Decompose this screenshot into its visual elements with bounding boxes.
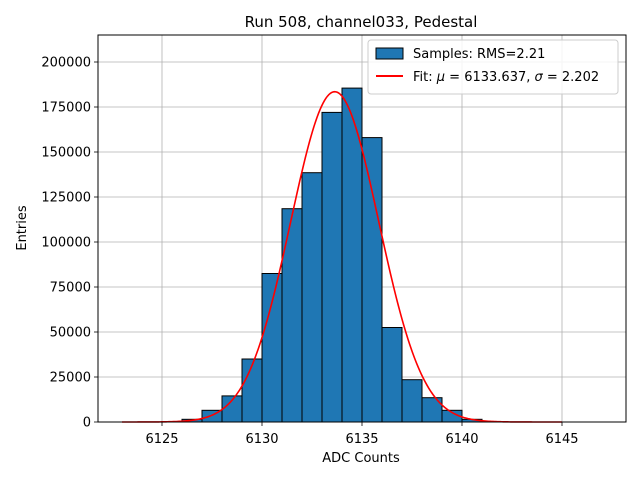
legend: Samples: RMS=2.21 Fit: μ = 6133.637, σ =… xyxy=(367,39,619,95)
x-tick-label: 6145 xyxy=(545,432,578,447)
histogram-bar xyxy=(241,358,263,423)
y-axis: 0 25000 50000 75000 100000 125000 150000 175000… xyxy=(41,56,98,431)
histogram-bars xyxy=(181,87,483,423)
y-tick-label: 25000 xyxy=(50,371,91,386)
histogram-bar xyxy=(301,172,323,423)
legend-histogram-swatch xyxy=(375,47,404,60)
y-tick-label: 50000 xyxy=(50,326,91,341)
y-tick-label: 150000 xyxy=(41,146,91,161)
histogram-bar xyxy=(321,111,343,423)
y-tick-label: 200000 xyxy=(41,56,91,71)
legend-fit-sigma-symbol: σ xyxy=(535,70,544,85)
x-tick-label: 6140 xyxy=(445,432,478,447)
x-tick-label: 6125 xyxy=(145,432,178,447)
histogram-bar xyxy=(281,208,303,423)
y-tick-label: 125000 xyxy=(41,191,91,206)
legend-fit-prefix: Fit: xyxy=(413,70,437,85)
x-axis: 6125 6130 6135 6140 6145 xyxy=(145,422,579,447)
histogram-bar xyxy=(381,327,403,423)
x-tick-label: 6135 xyxy=(345,432,378,447)
histogram-bar xyxy=(401,379,423,423)
chart-title: Run 508, channel033, Pedestal xyxy=(245,13,478,31)
legend-fit-mu-symbol: μ xyxy=(436,70,445,85)
y-tick-label: 175000 xyxy=(41,101,91,116)
x-tick-label: 6130 xyxy=(245,432,278,447)
histogram-bar xyxy=(361,137,383,423)
legend-fit-label: Fit: μ = 6133.637, σ = 2.202 xyxy=(413,70,599,85)
y-tick-label: 0 xyxy=(83,416,91,431)
legend-fit-mu-value: = 6133.637, xyxy=(445,70,534,85)
y-axis-title: Entries xyxy=(15,205,30,251)
legend-box xyxy=(367,39,619,95)
y-tick-label: 75000 xyxy=(50,281,91,296)
y-tick-label: 100000 xyxy=(41,236,91,251)
fit-curve xyxy=(122,90,562,423)
fit-curve-group xyxy=(122,90,562,423)
histogram-bar xyxy=(261,273,283,423)
legend-fit-sigma-value: = 2.202 xyxy=(543,70,599,85)
x-axis-title: ADC Counts xyxy=(322,451,400,466)
legend-histogram-label: Samples: RMS=2.21 xyxy=(413,47,545,62)
